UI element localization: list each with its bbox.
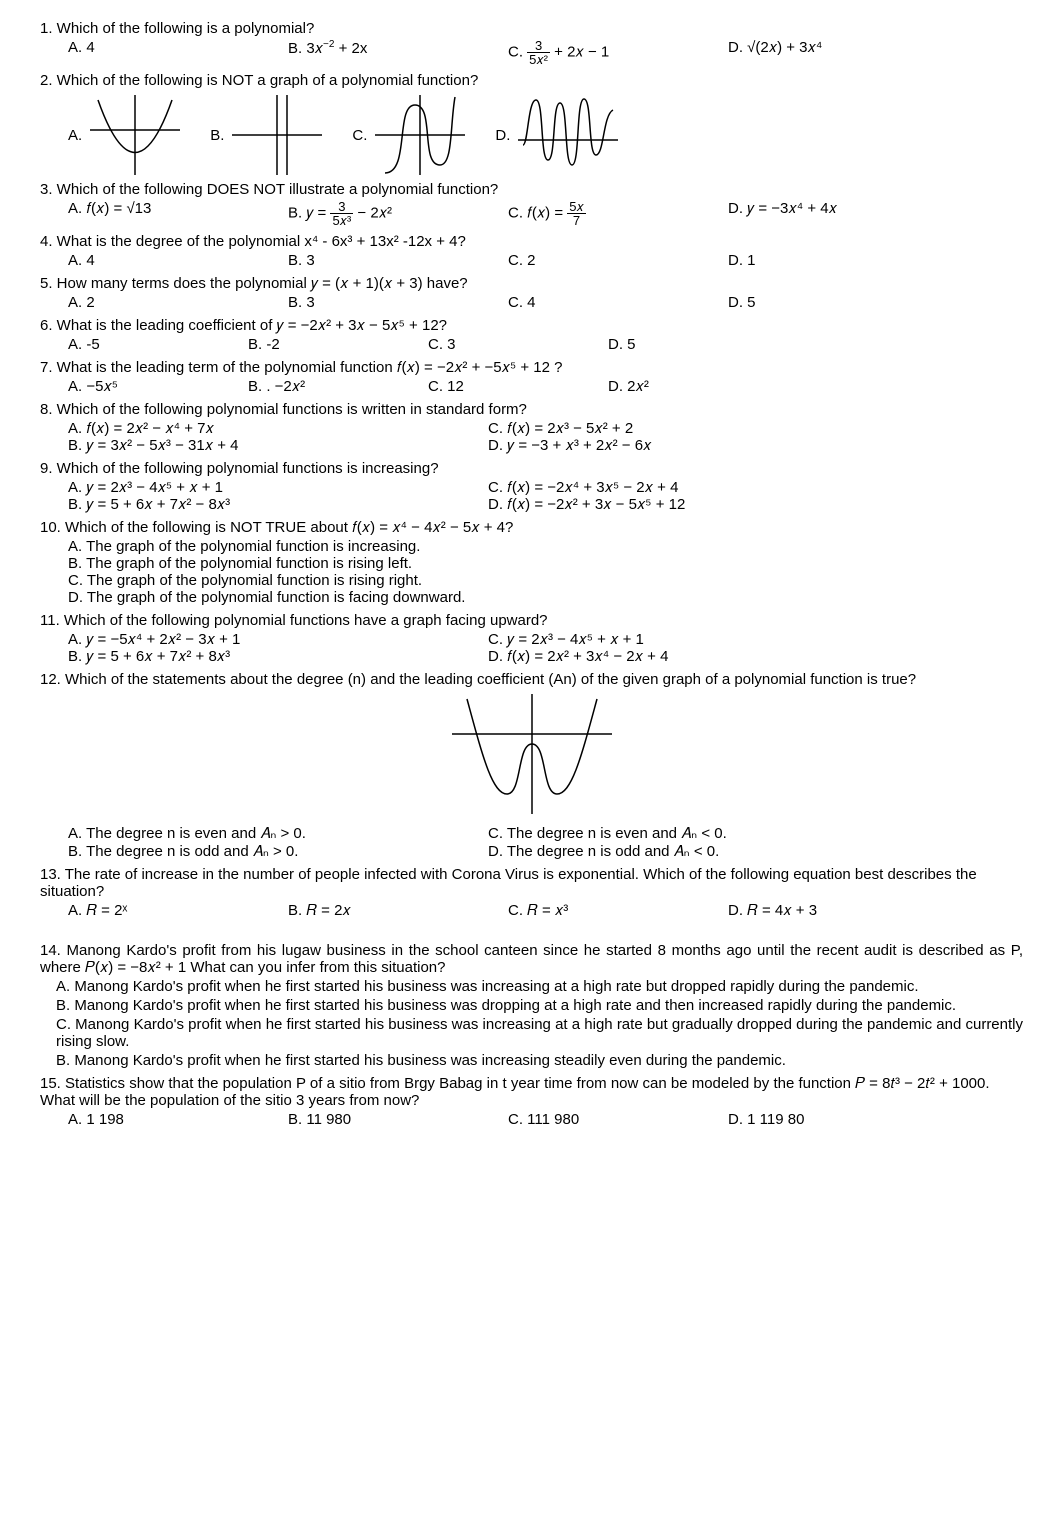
question-2: 2. Which of the following is NOT a graph… bbox=[40, 72, 1023, 175]
q5-choice-a: A. 2 bbox=[68, 294, 288, 311]
q3-choice-b: B. 𝑦 = 35𝑥³ − 2𝑥² bbox=[288, 200, 508, 227]
q15-text: 15. Statistics show that the population … bbox=[40, 1075, 1023, 1109]
q9-choice-a: A. 𝑦 = 2𝑥³ − 4𝑥⁵ + 𝑥 + 1 bbox=[68, 479, 488, 496]
q11-text: 11. Which of the following polynomial fu… bbox=[40, 612, 1023, 629]
q4-choice-c: C. 2 bbox=[508, 252, 728, 269]
q5-text: 5. How many terms does the polynomial 𝑦 … bbox=[40, 275, 1023, 292]
question-8: 8. Which of the following polynomial fun… bbox=[40, 401, 1023, 454]
q9-choice-b: B. 𝑦 = 5 + 6𝑥 + 7𝑥² − 8𝑥³ bbox=[68, 496, 488, 513]
q11-choice-a: A. 𝑦 = −5𝑥⁴ + 2𝑥² − 3𝑥 + 1 bbox=[68, 631, 488, 648]
q2-choice-b: B. bbox=[210, 95, 322, 175]
question-7: 7. What is the leading term of the polyn… bbox=[40, 359, 1023, 395]
q1-text: 1. Which of the following is a polynomia… bbox=[40, 20, 1023, 37]
q8-choice-d: D. 𝑦 = −3 + 𝑥³ + 2𝑥² − 6𝑥 bbox=[488, 437, 908, 454]
q14-choice-a: A. Manong Kardo's profit when he first s… bbox=[56, 978, 1023, 995]
question-4: 4. What is the degree of the polynomial … bbox=[40, 233, 1023, 269]
question-15: 15. Statistics show that the population … bbox=[40, 1075, 1023, 1128]
q7-text: 7. What is the leading term of the polyn… bbox=[40, 359, 1023, 376]
q13-choice-b: B. 𝑅 = 2𝑥 bbox=[288, 902, 508, 919]
q5-choice-d: D. 5 bbox=[728, 294, 948, 311]
q3-text: 3. Which of the following DOES NOT illus… bbox=[40, 181, 1023, 198]
q6-choice-c: C. 3 bbox=[428, 336, 608, 353]
q13-text: 13. The rate of increase in the number o… bbox=[40, 866, 1023, 900]
q8-choice-a: A. 𝑓(𝑥) = 2𝑥² − 𝑥⁴ + 7𝑥 bbox=[68, 420, 488, 437]
question-14: 14. Manong Kardo's profit from his lugaw… bbox=[40, 942, 1023, 1069]
q5-choice-b: B. 3 bbox=[288, 294, 508, 311]
q15-choice-c: C. 111 980 bbox=[508, 1111, 728, 1128]
question-12: 12. Which of the statements about the de… bbox=[40, 671, 1023, 860]
q9-text: 9. Which of the following polynomial fun… bbox=[40, 460, 1023, 477]
q13-choice-c: C. 𝑅 = 𝑥³ bbox=[508, 902, 728, 919]
question-1: 1. Which of the following is a polynomia… bbox=[40, 20, 1023, 66]
q12-choice-d: D. The degree n is odd and 𝐴ₙ < 0. bbox=[488, 842, 908, 860]
q10-choice-b: B. The graph of the polynomial function … bbox=[68, 555, 1023, 572]
q1-choice-b: B. 3𝑥−2 + 2x bbox=[288, 39, 508, 66]
question-11: 11. Which of the following polynomial fu… bbox=[40, 612, 1023, 665]
q3-choice-c: C. 𝑓(𝑥) = 5𝑥7 bbox=[508, 200, 728, 227]
parabola-up-icon bbox=[90, 95, 180, 175]
q15-choice-a: A. 1 198 bbox=[68, 1111, 288, 1128]
q13-choice-a: A. 𝑅 = 2ˣ bbox=[68, 902, 288, 919]
q7-choice-b: B. . −2𝑥² bbox=[248, 378, 428, 395]
q1-choice-d: D. √(2𝑥) + 3𝑥⁴ bbox=[728, 39, 948, 66]
q13-choice-d: D. 𝑅 = 4𝑥 + 3 bbox=[728, 902, 948, 919]
q2-choice-a: A. bbox=[68, 95, 180, 175]
q1-choice-a: A. 4 bbox=[68, 39, 288, 66]
cross-lines-icon bbox=[232, 95, 322, 175]
q14-text: 14. Manong Kardo's profit from his lugaw… bbox=[40, 942, 1023, 976]
q14-choice-c: C. Manong Kardo's profit when he first s… bbox=[56, 1016, 1023, 1050]
question-9: 9. Which of the following polynomial fun… bbox=[40, 460, 1023, 513]
q14-choice-b: B. Manong Kardo's profit when he first s… bbox=[56, 997, 1023, 1014]
question-6: 6. What is the leading coefficient of 𝑦 … bbox=[40, 317, 1023, 353]
q6-choice-b: B. -2 bbox=[248, 336, 428, 353]
question-3: 3. Which of the following DOES NOT illus… bbox=[40, 181, 1023, 227]
q10-choice-a: A. The graph of the polynomial function … bbox=[68, 538, 1023, 555]
q14-choice-d: B. Manong Kardo's profit when he first s… bbox=[56, 1052, 1023, 1069]
q10-choice-d: D. The graph of the polynomial function … bbox=[68, 589, 1023, 606]
q10-text: 10. Which of the following is NOT TRUE a… bbox=[40, 519, 1023, 536]
q10-choice-c: C. The graph of the polynomial function … bbox=[68, 572, 1023, 589]
q2-choice-d: D. bbox=[495, 95, 618, 175]
question-10: 10. Which of the following is NOT TRUE a… bbox=[40, 519, 1023, 606]
q2-text: 2. Which of the following is NOT a graph… bbox=[40, 72, 1023, 89]
q11-choice-b: B. 𝑦 = 5 + 6𝑥 + 7𝑥² + 8𝑥³ bbox=[68, 648, 488, 665]
q1-choice-c: C. 35𝑥² + 2𝑥 − 1 bbox=[508, 39, 728, 66]
q8-text: 8. Which of the following polynomial fun… bbox=[40, 401, 1023, 418]
q7-choice-d: D. 2𝑥² bbox=[608, 378, 788, 395]
q2-choice-c: C. bbox=[352, 95, 465, 175]
q9-choice-d: D. 𝑓(𝑥) = −2𝑥² + 3𝑥 − 5𝑥⁵ + 12 bbox=[488, 496, 908, 513]
q3-choice-d: D. 𝑦 = −3𝑥⁴ + 4𝑥 bbox=[728, 200, 948, 227]
q12-choice-b: B. The degree n is odd and 𝐴ₙ > 0. bbox=[68, 842, 488, 860]
q12-text: 12. Which of the statements about the de… bbox=[40, 671, 1023, 688]
q9-choice-c: C. 𝑓(𝑥) = −2𝑥⁴ + 3𝑥⁵ − 2𝑥 + 4 bbox=[488, 479, 908, 496]
w-graph-icon bbox=[452, 694, 612, 814]
q6-choice-d: D. 5 bbox=[608, 336, 788, 353]
q6-text: 6. What is the leading coefficient of 𝑦 … bbox=[40, 317, 1023, 334]
q8-choice-c: C. 𝑓(𝑥) = 2𝑥³ − 5𝑥² + 2 bbox=[488, 420, 908, 437]
q7-choice-c: C. 12 bbox=[428, 378, 608, 395]
q11-choice-c: C. 𝑦 = 2𝑥³ − 4𝑥⁵ + 𝑥 + 1 bbox=[488, 631, 908, 648]
q4-choice-b: B. 3 bbox=[288, 252, 508, 269]
q15-choice-b: B. 11 980 bbox=[288, 1111, 508, 1128]
q6-choice-a: A. -5 bbox=[68, 336, 248, 353]
q4-choice-a: A. 4 bbox=[68, 252, 288, 269]
question-5: 5. How many terms does the polynomial 𝑦 … bbox=[40, 275, 1023, 311]
q4-choice-d: D. 1 bbox=[728, 252, 948, 269]
q12-choice-a: A. The degree n is even and 𝐴ₙ > 0. bbox=[68, 824, 488, 842]
wavy-icon bbox=[518, 95, 618, 175]
question-13: 13. The rate of increase in the number o… bbox=[40, 866, 1023, 919]
q15-choice-d: D. 1 119 80 bbox=[728, 1111, 948, 1128]
cubic-icon bbox=[375, 95, 465, 175]
q11-choice-d: D. 𝑓(𝑥) = 2𝑥² + 3𝑥⁴ − 2𝑥 + 4 bbox=[488, 648, 908, 665]
q12-choice-c: C. The degree n is even and 𝐴ₙ < 0. bbox=[488, 824, 908, 842]
q3-choice-a: A. 𝑓(𝑥) = √13 bbox=[68, 200, 288, 227]
q5-choice-c: C. 4 bbox=[508, 294, 728, 311]
q4-text: 4. What is the degree of the polynomial … bbox=[40, 233, 1023, 250]
q8-choice-b: B. 𝑦 = 3𝑥² − 5𝑥³ − 31𝑥 + 4 bbox=[68, 437, 488, 454]
q7-choice-a: A. −5𝑥⁵ bbox=[68, 378, 248, 395]
